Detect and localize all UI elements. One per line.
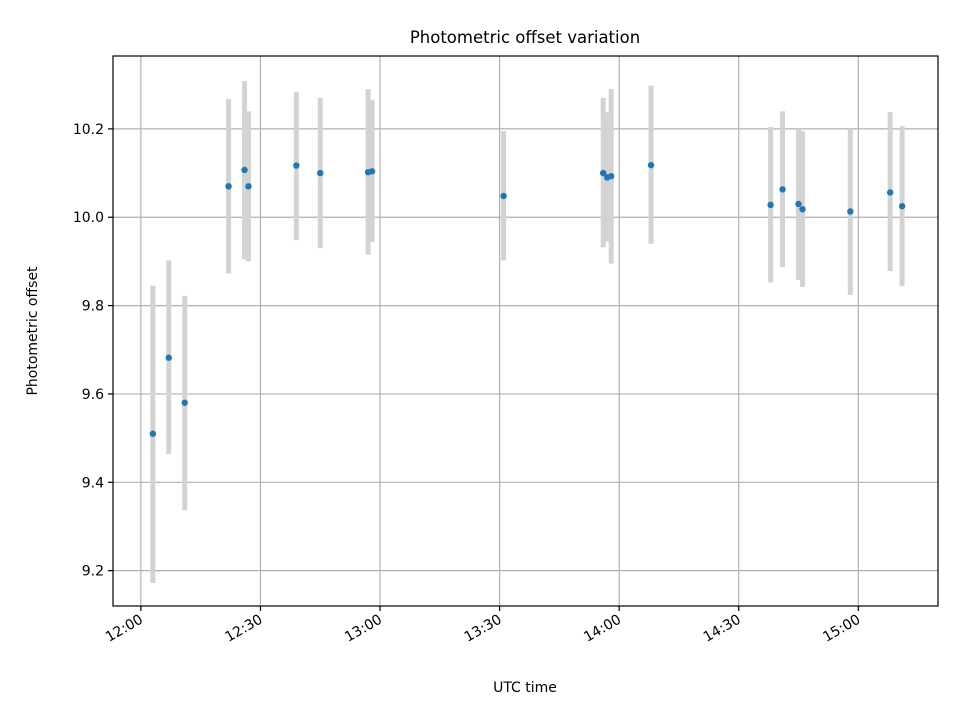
data-point [368, 168, 376, 175]
data-point [799, 206, 806, 213]
data-point [245, 183, 252, 190]
data-point [293, 162, 300, 169]
data-point [847, 208, 854, 215]
y-axis-ticks: 9.2 9.4 9.6 9.8 10.0 10.2 [73, 122, 113, 580]
data-point [607, 172, 615, 180]
data-point [165, 354, 172, 361]
data-points [149, 161, 906, 437]
data-point [647, 161, 655, 169]
y-tick-label: 9.6 [82, 387, 104, 403]
data-point [225, 183, 232, 190]
x-axis-label: UTC time [493, 680, 557, 696]
data-point [767, 201, 774, 209]
y-tick-label: 9.2 [82, 564, 104, 580]
chart-title: Photometric offset variation [410, 28, 640, 47]
y-axis-label: Photometric offset [25, 266, 41, 396]
data-point [779, 186, 786, 193]
data-point [600, 169, 607, 177]
y-tick-label: 10.0 [73, 210, 104, 226]
y-tick-label: 9.8 [82, 299, 104, 315]
data-point [500, 192, 507, 200]
plot-frame [112, 55, 939, 607]
y-tick-label: 9.4 [82, 475, 104, 491]
data-point [886, 189, 894, 196]
data-point [898, 203, 906, 210]
data-point [241, 166, 248, 174]
data-point [181, 399, 188, 406]
data-point [317, 169, 324, 177]
data-point [795, 200, 802, 208]
data-point [149, 430, 157, 437]
y-tick-label: 10.2 [73, 122, 104, 138]
